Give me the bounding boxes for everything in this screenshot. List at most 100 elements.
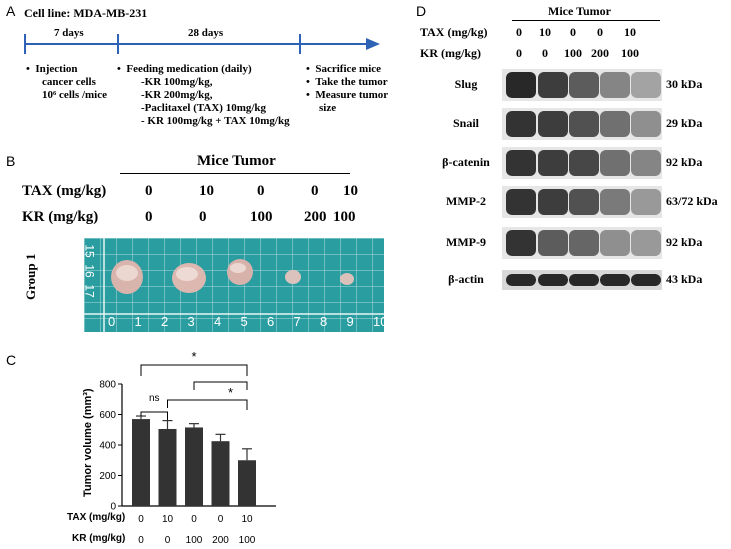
x-tax-label: 0 [218,514,224,525]
ruler-vertical-label: 15 [84,244,97,258]
panel-b-kr-value: 0 [199,209,207,225]
blot-band [538,274,568,286]
panel-d-header-line [512,20,660,21]
blot-band [538,111,568,137]
blot-protein-label: β-actin [448,272,484,286]
panel-a-letter: A [6,3,16,19]
chart-tax-label: TAX (mg/kg) [67,512,126,523]
panel-b-tax-label: TAX (mg/kg) [22,183,107,199]
blot-band [600,150,630,176]
blot-kda-label: 63/72 kDa [666,194,718,208]
blot-protein-label: Snail [452,116,479,130]
blot-band [506,274,536,286]
panel-b-kr-value: 200 [304,209,327,225]
blot-band [631,274,661,286]
blot-band [506,150,536,176]
blot-strip [502,186,662,218]
panel-b-kr-value: 100 [333,209,356,225]
panel-d-kr-value: 0 [516,46,522,60]
panel-b-kr-value: 0 [145,209,153,225]
ruler-horizontal-label: 4 [214,314,222,329]
blot-band [631,189,661,215]
bar [211,441,230,506]
blot-band [538,150,568,176]
panel-d-tax-value: 10 [539,25,551,39]
x-tax-label: 10 [162,514,174,525]
ruler-horizontal-label: 10 [373,314,384,329]
bullet: • [26,63,36,75]
blot-band [631,111,661,137]
blot-kda-label: 29 kDa [666,116,703,130]
timeline-arrow [24,34,380,54]
panel-b-tax-value: 0 [257,183,265,199]
panel-b-header-line [120,173,350,174]
blot-protein-label: Slug [454,77,478,91]
panel-d-header: Mice Tumor [548,4,611,18]
y-tick-label: 200 [99,471,116,482]
panel-d-kr-value: 0 [542,46,548,60]
ruler-horizontal-label: 9 [346,314,354,329]
panel-d-tax-value: 0 [570,25,576,39]
blot-kda-label: 92 kDa [666,155,703,169]
timeline-col1: • Injection cancer cells 10⁶ cells /mice [26,63,107,101]
blot-band [600,189,630,215]
span-28days: 28 days [188,27,224,39]
panel-c-letter: C [6,352,17,368]
blot-kda-label: 92 kDa [666,235,703,249]
x-kr-label: 0 [138,535,144,546]
y-tick-label: 400 [99,441,116,452]
sig-bracket-1-2 [140,411,168,420]
bar [132,419,150,506]
x-kr-label: 100 [186,535,203,546]
bar [238,460,256,506]
span-7days: 7 days [54,27,84,39]
blot-band [600,111,630,137]
x-kr-label: 100 [239,535,256,546]
blot-band [631,72,661,98]
blot-kda-label: 30 kDa [666,77,703,91]
ruler-horizontal-label: 1 [134,314,142,329]
ruler-horizontal-label: 7 [293,314,301,329]
blot-strip [502,69,662,101]
panel-b-header: Mice Tumor [197,153,276,169]
x-tax-label: 0 [191,514,197,525]
blot-strip [502,147,662,179]
timeline-col2: • Feeding medication (daily) -KR 100mg/k… [117,63,290,127]
tumor-photo-grid [84,238,384,332]
panel-b-kr-value: 100 [250,209,273,225]
blot-band [631,230,661,256]
panel-d-tax-label: TAX (mg/kg) [420,25,488,39]
blot-protein-label: β-catenin [442,155,490,169]
ruler-horizontal-label: 5 [240,314,248,329]
chart-kr-label: KR (mg/kg) [72,533,126,544]
sig-bracket-1-5 [140,364,248,376]
ruler-horizontal-label: 8 [320,314,328,329]
sig-bracket-2-5 [167,399,248,410]
panel-d-kr-value: 100 [621,46,639,60]
panel-d-tax-value: 0 [516,25,522,39]
tumor-photo: 15 16 17 0 1 2 3 4 5 6 7 8 9 10 [84,238,384,332]
panel-d-letter: D [416,3,427,19]
tumor-4 [285,270,301,284]
blot-band [569,72,599,98]
blot-band [569,150,599,176]
blot-band [631,150,661,176]
sig-star: * [191,349,196,364]
ruler-horizontal-label: 2 [161,314,169,329]
x-tax-label: 0 [138,514,144,525]
blot-protein-label: MMP-2 [446,194,486,208]
tumor-5 [340,273,354,285]
blot-band [600,72,630,98]
x-kr-label: 200 [212,535,229,546]
blot-band [506,111,536,137]
sig-bracket-3-5 [193,381,248,390]
blot-strip [502,270,662,290]
panel-d-kr-label: KR (mg/kg) [420,46,481,60]
panel-d-tax-value: 0 [597,25,603,39]
cell-line-title: Cell line: MDA-MB-231 [24,6,148,20]
blot-band [506,230,536,256]
blot-band [506,72,536,98]
group-label: Group 1 [23,253,38,300]
panel-b-tax-value: 10 [199,183,214,199]
